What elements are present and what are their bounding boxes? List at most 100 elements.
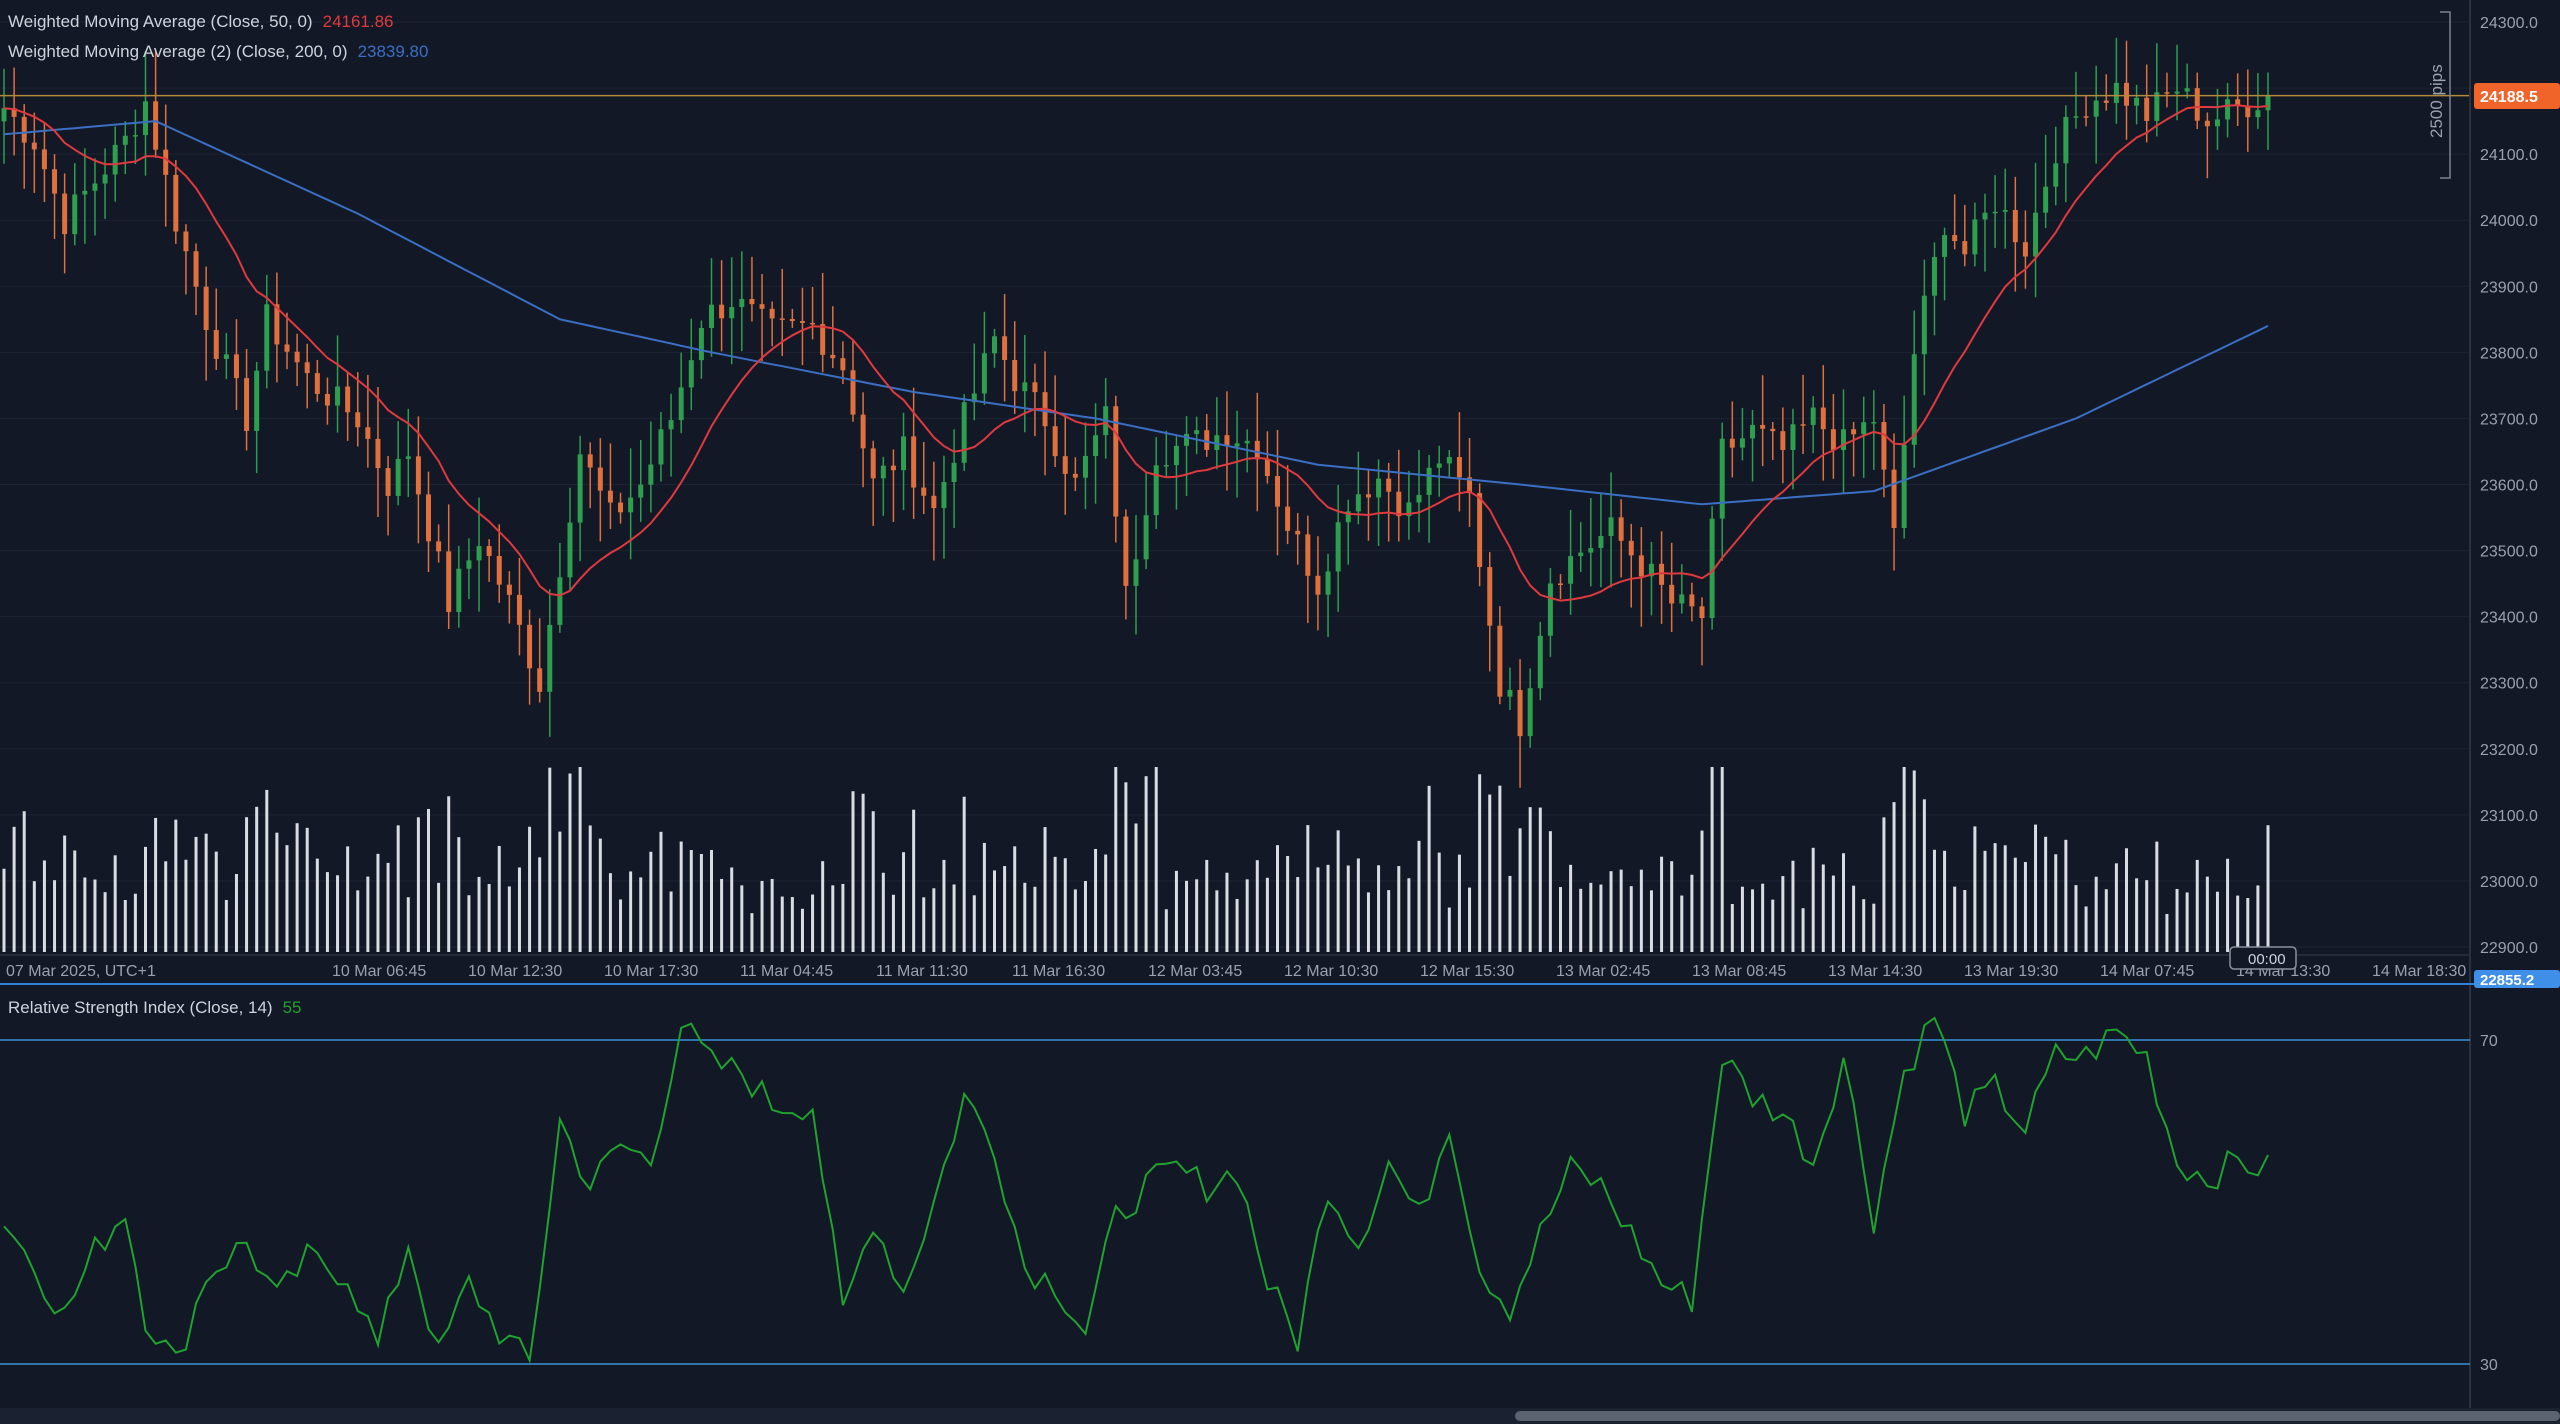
candle[interactable] bbox=[2225, 82, 2231, 138]
scrollbar-thumb[interactable] bbox=[1515, 1411, 2560, 1421]
candle[interactable] bbox=[1386, 462, 1392, 542]
candle[interactable] bbox=[1234, 410, 1240, 498]
candle[interactable] bbox=[1750, 409, 1756, 482]
candle[interactable] bbox=[2134, 84, 2140, 125]
candle[interactable] bbox=[254, 361, 260, 474]
candle[interactable] bbox=[860, 392, 866, 488]
candle[interactable] bbox=[1931, 242, 1937, 336]
candle[interactable] bbox=[1598, 493, 1604, 588]
candle[interactable] bbox=[1062, 415, 1068, 515]
candle[interactable] bbox=[203, 266, 209, 381]
candle[interactable] bbox=[2154, 43, 2160, 137]
candle[interactable] bbox=[709, 258, 714, 357]
candle[interactable] bbox=[153, 51, 159, 158]
candle[interactable] bbox=[1709, 506, 1715, 630]
candle[interactable] bbox=[284, 312, 290, 370]
candle[interactable] bbox=[830, 306, 836, 369]
candle[interactable] bbox=[395, 421, 401, 506]
candle[interactable] bbox=[2265, 72, 2271, 150]
candle[interactable] bbox=[1436, 445, 1442, 497]
candle[interactable] bbox=[1537, 621, 1543, 701]
candle[interactable] bbox=[2164, 72, 2170, 108]
candle[interactable] bbox=[789, 308, 795, 328]
candle[interactable] bbox=[1982, 193, 1988, 272]
candle[interactable] bbox=[1487, 552, 1493, 672]
candle[interactable] bbox=[2022, 210, 2028, 289]
candle[interactable] bbox=[1396, 449, 1402, 542]
candle[interactable] bbox=[1992, 175, 1998, 248]
candle[interactable] bbox=[688, 318, 694, 411]
candle[interactable] bbox=[1648, 541, 1654, 616]
candle[interactable] bbox=[1406, 470, 1412, 540]
candle[interactable] bbox=[415, 416, 421, 544]
candle[interactable] bbox=[1, 68, 7, 164]
candle[interactable] bbox=[1618, 499, 1624, 578]
candle[interactable] bbox=[759, 274, 765, 362]
candle[interactable] bbox=[678, 352, 684, 434]
candle[interactable] bbox=[1608, 472, 1614, 588]
candle[interactable] bbox=[1113, 395, 1119, 543]
candle[interactable] bbox=[1194, 416, 1200, 455]
candle[interactable] bbox=[72, 163, 78, 246]
candle[interactable] bbox=[1022, 334, 1028, 433]
candle[interactable] bbox=[921, 441, 927, 515]
candle[interactable] bbox=[426, 471, 431, 573]
candle[interactable] bbox=[2012, 176, 2018, 292]
candle[interactable] bbox=[496, 524, 502, 603]
candle[interactable] bbox=[1830, 394, 1836, 479]
candle[interactable] bbox=[1719, 422, 1725, 561]
candle[interactable] bbox=[2245, 69, 2251, 152]
candle[interactable] bbox=[961, 394, 967, 471]
candle[interactable] bbox=[2235, 73, 2241, 126]
candle[interactable] bbox=[2103, 74, 2109, 111]
candle[interactable] bbox=[1305, 515, 1311, 624]
candle[interactable] bbox=[2093, 65, 2099, 164]
candle[interactable] bbox=[719, 260, 725, 352]
candle[interactable] bbox=[1143, 471, 1149, 570]
candle[interactable] bbox=[1163, 430, 1169, 477]
candle[interactable] bbox=[122, 121, 128, 175]
candle[interactable] bbox=[1871, 390, 1877, 470]
candle[interactable] bbox=[1275, 429, 1280, 556]
candle[interactable] bbox=[607, 443, 613, 529]
candle[interactable] bbox=[345, 371, 351, 441]
candle[interactable] bbox=[1578, 522, 1584, 572]
candle[interactable] bbox=[82, 148, 88, 244]
candle[interactable] bbox=[456, 545, 462, 628]
candle[interactable] bbox=[1052, 375, 1058, 467]
candle[interactable] bbox=[537, 618, 543, 703]
candle[interactable] bbox=[2124, 40, 2129, 140]
candle[interactable] bbox=[2255, 73, 2261, 129]
candle[interactable] bbox=[2043, 134, 2049, 229]
candle[interactable] bbox=[294, 333, 300, 387]
candle[interactable] bbox=[1426, 455, 1432, 543]
candle[interactable] bbox=[102, 148, 108, 219]
candle[interactable] bbox=[577, 435, 583, 562]
candle[interactable] bbox=[901, 412, 907, 511]
candle[interactable] bbox=[890, 449, 896, 523]
candle[interactable] bbox=[1588, 498, 1594, 587]
candle[interactable] bbox=[739, 251, 745, 352]
horizontal-scrollbar[interactable] bbox=[0, 1408, 2560, 1424]
candle[interactable] bbox=[1264, 431, 1270, 484]
candle[interactable] bbox=[557, 542, 563, 633]
candle[interactable] bbox=[749, 256, 755, 322]
candle[interactable] bbox=[1093, 403, 1099, 504]
time-axis[interactable]: 07 Mar 2025, UTC+1 10 Mar 06:45 10 Mar 12:… bbox=[6, 963, 2466, 980]
candle[interactable] bbox=[1224, 391, 1230, 491]
candle[interactable] bbox=[436, 524, 442, 563]
candle[interactable] bbox=[1780, 407, 1786, 484]
candle[interactable] bbox=[274, 272, 280, 383]
candle[interactable] bbox=[1911, 310, 1917, 468]
candle[interactable] bbox=[1810, 396, 1816, 454]
candle[interactable] bbox=[1355, 451, 1361, 525]
candle[interactable] bbox=[1972, 202, 1978, 267]
candle[interactable] bbox=[1568, 509, 1574, 615]
candle[interactable] bbox=[1497, 606, 1503, 705]
candle[interactable] bbox=[1416, 449, 1422, 533]
candle[interactable] bbox=[2073, 71, 2079, 129]
candle[interactable] bbox=[132, 109, 138, 165]
candle[interactable] bbox=[1851, 421, 1857, 477]
candle[interactable] bbox=[1285, 465, 1291, 545]
candle[interactable] bbox=[31, 112, 37, 193]
